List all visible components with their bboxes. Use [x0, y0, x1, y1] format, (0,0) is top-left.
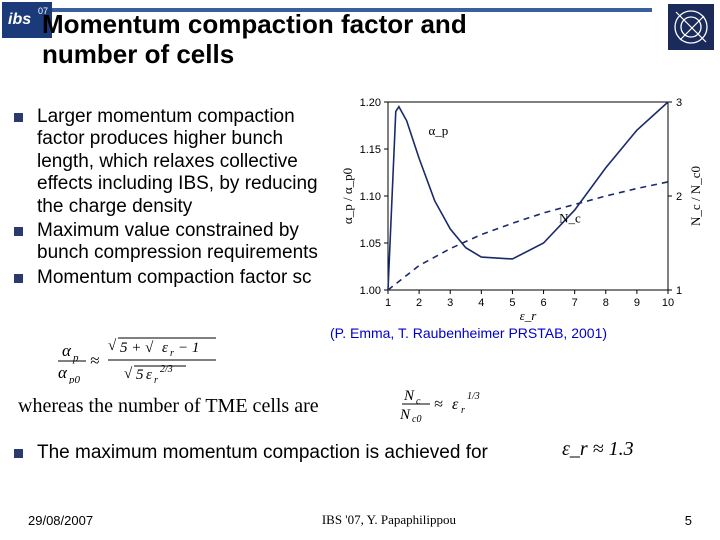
slide-footer: 29/08/2007 IBS '07, Y. Papaphilippou 5	[0, 512, 720, 528]
svg-text:≈: ≈	[434, 396, 443, 413]
svg-text:1/3: 1/3	[467, 391, 480, 402]
svg-text:α: α	[58, 363, 68, 382]
footer-title: IBS '07, Y. Papaphilippou	[322, 512, 456, 528]
bullet-text: The maximum momentum compaction is achie…	[37, 442, 488, 464]
svg-text:p: p	[72, 352, 79, 364]
svg-text:√: √	[108, 338, 117, 354]
svg-text:r: r	[154, 375, 158, 384]
tme-cells-text: whereas the number of TME cells are	[18, 395, 319, 418]
formula-alpha-ratio: α p α p0 ≈ √ 5 + √ ε r − 1 √ 5 ε r 2/3	[56, 334, 256, 384]
svg-text:N_c: N_c	[559, 210, 581, 225]
svg-text:− 1: − 1	[178, 340, 199, 356]
compaction-chart: 1 2 3 4 5 6 7 8 9 10 1.00 1.05 1.10 1.15 1.20 1 2 3 ε_r α_p…	[340, 92, 710, 322]
svg-text:√: √	[124, 366, 133, 382]
bullet-marker-icon	[14, 113, 23, 122]
svg-text:1.20: 1.20	[360, 97, 381, 109]
svg-text:p0: p0	[68, 374, 81, 384]
svg-text:r: r	[170, 348, 174, 359]
svg-text:1.10: 1.10	[360, 191, 381, 203]
svg-text:2: 2	[416, 297, 422, 309]
svg-text:N: N	[403, 388, 415, 404]
list-item: Maximum value constrained by bunch compr…	[14, 220, 344, 265]
svg-text:r: r	[461, 405, 465, 416]
svg-text:3: 3	[676, 97, 682, 109]
footer-date: 29/08/2007	[28, 513, 93, 528]
svg-text:α_p: α_p	[428, 123, 448, 138]
slide-title: Momentum compaction factor and number of…	[42, 10, 562, 70]
bullet-text: Momentum compaction factor sc	[37, 267, 312, 289]
svg-text:2: 2	[676, 191, 682, 203]
svg-text:1.00: 1.00	[360, 285, 381, 297]
svg-text:N_c / N_c0: N_c / N_c0	[688, 166, 703, 226]
svg-text:5: 5	[509, 297, 515, 309]
formula-epsilon-r: ε_r ≈ 1.3	[562, 438, 642, 462]
svg-text:5 + √: 5 + √	[120, 340, 154, 356]
footer-page-number: 5	[685, 513, 692, 528]
svg-text:ε: ε	[146, 367, 152, 383]
list-item: The maximum momentum compaction is achie…	[14, 442, 488, 464]
svg-text:ε_r: ε_r	[520, 308, 538, 322]
chart-citation: (P. Emma, T. Raubenheimer PRSTAB, 2001)	[330, 325, 607, 341]
svg-text:α: α	[62, 341, 72, 360]
svg-text:2/3: 2/3	[160, 364, 173, 375]
svg-text:1: 1	[676, 285, 682, 297]
svg-text:6: 6	[540, 297, 546, 309]
bullet-text: Larger momentum compaction factor produc…	[37, 106, 344, 218]
bullet-text: Maximum value constrained by bunch compr…	[37, 220, 344, 265]
svg-text:10: 10	[662, 297, 674, 309]
svg-text:1.05: 1.05	[360, 238, 381, 250]
svg-text:1.15: 1.15	[360, 144, 381, 156]
list-item: Larger momentum compaction factor produc…	[14, 106, 344, 218]
svg-text:c0: c0	[412, 414, 421, 422]
svg-text:ε: ε	[162, 340, 168, 356]
svg-text:7: 7	[572, 297, 578, 309]
svg-text:ε: ε	[452, 396, 459, 413]
cern-logo	[668, 4, 714, 50]
svg-text:3: 3	[447, 297, 453, 309]
svg-text:4: 4	[478, 297, 484, 309]
list-item: Momentum compaction factor sc	[14, 267, 344, 289]
bullet-marker-icon	[14, 449, 23, 458]
svg-text:1: 1	[385, 297, 391, 309]
bullet-marker-icon	[14, 274, 23, 283]
formula-nc-ratio: N c N c0 ≈ ε r 1/3	[400, 386, 520, 422]
svg-text:≈: ≈	[90, 351, 99, 370]
svg-text:9: 9	[634, 297, 640, 309]
svg-text:α_p / α_p0: α_p / α_p0	[340, 168, 355, 224]
bullet-list: Larger momentum compaction factor produc…	[14, 106, 344, 291]
svg-text:5: 5	[136, 367, 144, 383]
svg-text:c: c	[416, 396, 421, 407]
svg-text:ibs: ibs	[8, 11, 31, 28]
svg-text:8: 8	[603, 297, 609, 309]
svg-text:N: N	[400, 407, 411, 422]
bullet-marker-icon	[14, 227, 23, 236]
